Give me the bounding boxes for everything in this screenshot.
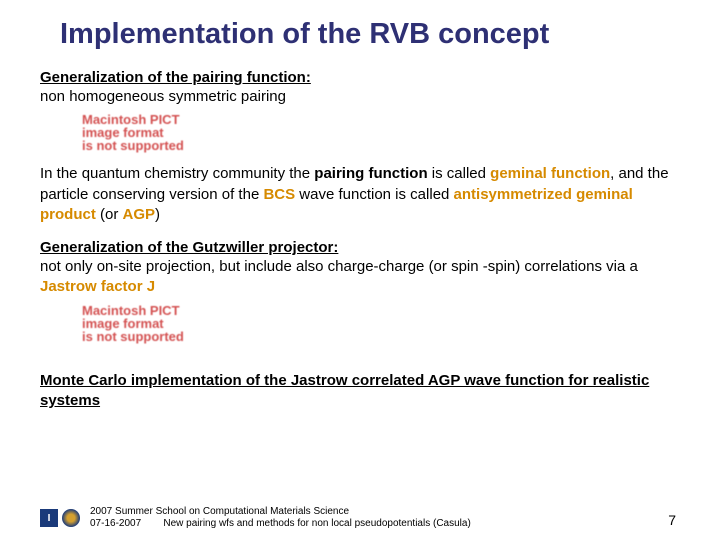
keyword-jastrow: Jastrow factor J — [40, 278, 155, 295]
text: In the quantum chemistry community the — [40, 165, 314, 182]
page-number: 7 — [668, 512, 676, 528]
pict-line: image format — [82, 317, 680, 330]
section1-heading: Generalization of the pairing function: — [40, 69, 680, 86]
keyword-bcs: BCS — [263, 186, 295, 203]
section2-body: In the quantum chemistry community the p… — [40, 164, 680, 225]
pict-line: Macintosh PICT — [82, 304, 680, 317]
pict-line: is not supported — [82, 330, 680, 343]
text: not only on-site projection, but include… — [40, 258, 638, 275]
text: (or — [96, 206, 123, 223]
pict-line: Macintosh PICT — [82, 113, 680, 126]
text: wave function is called — [295, 186, 453, 203]
text: is called — [428, 165, 491, 182]
keyword-pairing-function: pairing function — [314, 165, 427, 182]
keyword-agp: AGP — [123, 206, 156, 223]
keyword-geminal-function: geminal function — [490, 165, 610, 182]
pict-placeholder-1: Macintosh PICT image format is not suppo… — [82, 113, 680, 152]
nsf-logo-icon — [62, 509, 80, 527]
footer-logos: I — [40, 509, 80, 527]
text: ) — [155, 206, 160, 223]
section1-body: non homogeneous symmetric pairing — [40, 87, 680, 107]
section3-heading: Generalization of the Gutzwiller project… — [40, 239, 680, 256]
footer-line2: 07-16-2007 New pairing wfs and methods f… — [90, 518, 471, 530]
slide-footer: I 2007 Summer School on Computational Ma… — [40, 506, 680, 530]
footer-line1: 2007 Summer School on Computational Mate… — [90, 506, 471, 518]
pict-placeholder-2: Macintosh PICT image format is not suppo… — [82, 304, 680, 343]
footer-text: 2007 Summer School on Computational Mate… — [90, 506, 471, 530]
pict-line: is not supported — [82, 139, 680, 152]
section4-heading: Monte Carlo implementation of the Jastro… — [40, 371, 680, 412]
illinois-logo-icon: I — [40, 509, 58, 527]
slide-title: Implementation of the RVB concept — [60, 18, 680, 51]
section3-body: not only on-site projection, but include… — [40, 257, 680, 298]
